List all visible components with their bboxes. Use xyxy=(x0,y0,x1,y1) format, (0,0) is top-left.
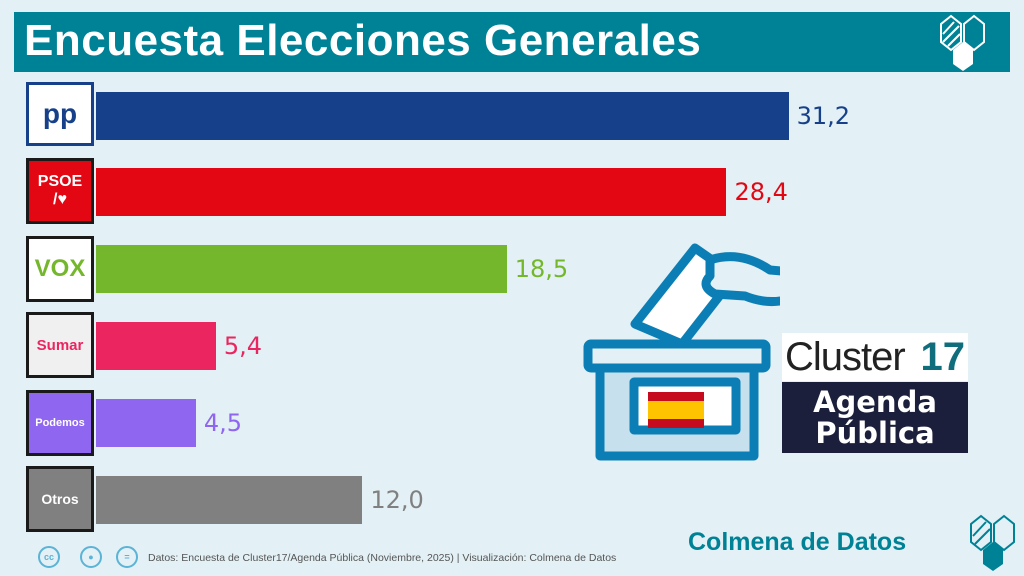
bar-podemos xyxy=(96,399,196,447)
bar-sumar xyxy=(96,322,216,370)
podemos-logo: Podemos xyxy=(26,390,94,456)
bar-otros xyxy=(96,476,363,524)
value-label-vox: 18,5 xyxy=(514,255,569,283)
value-label-otros: 12,0 xyxy=(370,486,424,514)
cluster17-logo: Cluster 17 xyxy=(782,333,968,381)
value-label-pp: 31,2 xyxy=(796,102,851,130)
pp-logo-text: pp xyxy=(42,98,78,129)
sumar-logo: Sumar xyxy=(26,312,94,378)
bar-pp xyxy=(96,92,789,140)
brand-name: Colmena de Datos xyxy=(688,528,907,556)
psoe-logo-text: PSOE xyxy=(37,173,83,190)
colmena-hex-icon xyxy=(940,14,985,71)
colmena-hex-small-icon xyxy=(970,514,1015,571)
psoe-logo-symbol: /♥ xyxy=(53,191,67,208)
value-label-sumar: 5,4 xyxy=(223,332,263,360)
cluster-number: 17 xyxy=(920,335,966,379)
bar-psoe xyxy=(96,168,727,216)
no-derivatives-icon: = xyxy=(116,546,138,568)
bar-vox xyxy=(96,245,507,293)
agenda-publica-logo: Agenda Pública xyxy=(782,382,968,453)
sumar-logo-text: Sumar xyxy=(36,336,84,354)
value-label-podemos: 4,5 xyxy=(203,409,243,437)
podemos-logo-text: Podemos xyxy=(35,417,85,429)
vox-logo: VOX xyxy=(26,236,94,302)
source-note: Datos: Encuesta de Cluster17/Agenda Públ… xyxy=(148,552,617,564)
title-banner: Encuesta Elecciones Generales xyxy=(14,12,1010,72)
otros-logo-text: Otros xyxy=(41,491,79,507)
otros-logo: Otros xyxy=(26,466,94,532)
cc-license-icon: cc xyxy=(38,546,60,568)
agenda-text: Agenda xyxy=(813,385,937,419)
cc-text: cc xyxy=(43,552,54,562)
page-title: Encuesta Elecciones Generales xyxy=(24,16,702,65)
publica-text: Pública xyxy=(815,416,935,450)
ballot-box-icon xyxy=(583,243,780,461)
vox-logo-text: VOX xyxy=(34,255,86,282)
pp-logo: pp xyxy=(26,82,94,146)
cluster-text: Cluster xyxy=(785,335,906,379)
attribution-icon: ● xyxy=(80,546,102,568)
psoe-logo: PSOE/♥ xyxy=(26,158,94,224)
value-label-psoe: 28,4 xyxy=(734,178,788,206)
